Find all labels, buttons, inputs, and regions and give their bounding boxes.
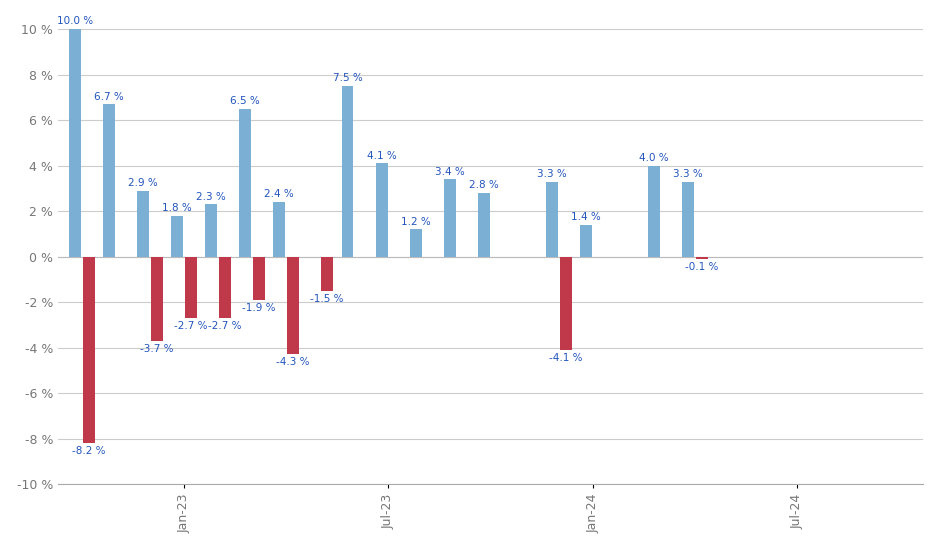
Text: -2.7 %: -2.7 %: [208, 321, 242, 331]
Bar: [410, 229, 422, 257]
Text: -3.7 %: -3.7 %: [140, 344, 174, 354]
Bar: [171, 216, 183, 257]
Bar: [253, 257, 265, 300]
Text: 6.7 %: 6.7 %: [94, 91, 124, 102]
Bar: [69, 29, 81, 257]
Text: 6.5 %: 6.5 %: [230, 96, 260, 106]
Text: 7.5 %: 7.5 %: [333, 73, 363, 84]
Bar: [559, 257, 572, 350]
Bar: [205, 205, 217, 257]
Text: 1.2 %: 1.2 %: [400, 217, 431, 227]
Bar: [341, 86, 353, 257]
Text: 2.8 %: 2.8 %: [469, 180, 499, 190]
Text: 1.8 %: 1.8 %: [163, 203, 192, 213]
Bar: [444, 179, 456, 257]
Text: 4.1 %: 4.1 %: [367, 151, 397, 161]
Bar: [240, 109, 251, 257]
Text: -1.5 %: -1.5 %: [310, 294, 344, 304]
Bar: [219, 257, 231, 318]
Text: 2.3 %: 2.3 %: [196, 191, 227, 202]
Text: -0.1 %: -0.1 %: [685, 262, 718, 272]
Bar: [546, 182, 558, 257]
Bar: [478, 193, 490, 257]
Text: 3.3 %: 3.3 %: [673, 169, 703, 179]
Text: -4.3 %: -4.3 %: [276, 357, 310, 367]
Text: 3.3 %: 3.3 %: [537, 169, 567, 179]
Bar: [103, 104, 115, 257]
Text: -2.7 %: -2.7 %: [174, 321, 208, 331]
Bar: [287, 257, 299, 354]
Bar: [321, 257, 333, 291]
Bar: [185, 257, 196, 318]
Bar: [682, 182, 695, 257]
Text: 2.4 %: 2.4 %: [264, 189, 294, 199]
Text: 2.9 %: 2.9 %: [128, 178, 158, 188]
Text: -8.2 %: -8.2 %: [71, 446, 105, 456]
Bar: [137, 191, 149, 257]
Text: 1.4 %: 1.4 %: [572, 212, 601, 222]
Text: 10.0 %: 10.0 %: [57, 16, 93, 26]
Text: 4.0 %: 4.0 %: [639, 153, 669, 163]
Bar: [649, 166, 660, 257]
Bar: [376, 163, 387, 257]
Text: -4.1 %: -4.1 %: [549, 353, 582, 362]
Bar: [150, 257, 163, 341]
Bar: [274, 202, 286, 257]
Bar: [580, 225, 592, 257]
Text: -1.9 %: -1.9 %: [243, 302, 275, 312]
Text: 3.4 %: 3.4 %: [435, 167, 464, 177]
Bar: [696, 257, 708, 259]
Bar: [83, 257, 95, 443]
